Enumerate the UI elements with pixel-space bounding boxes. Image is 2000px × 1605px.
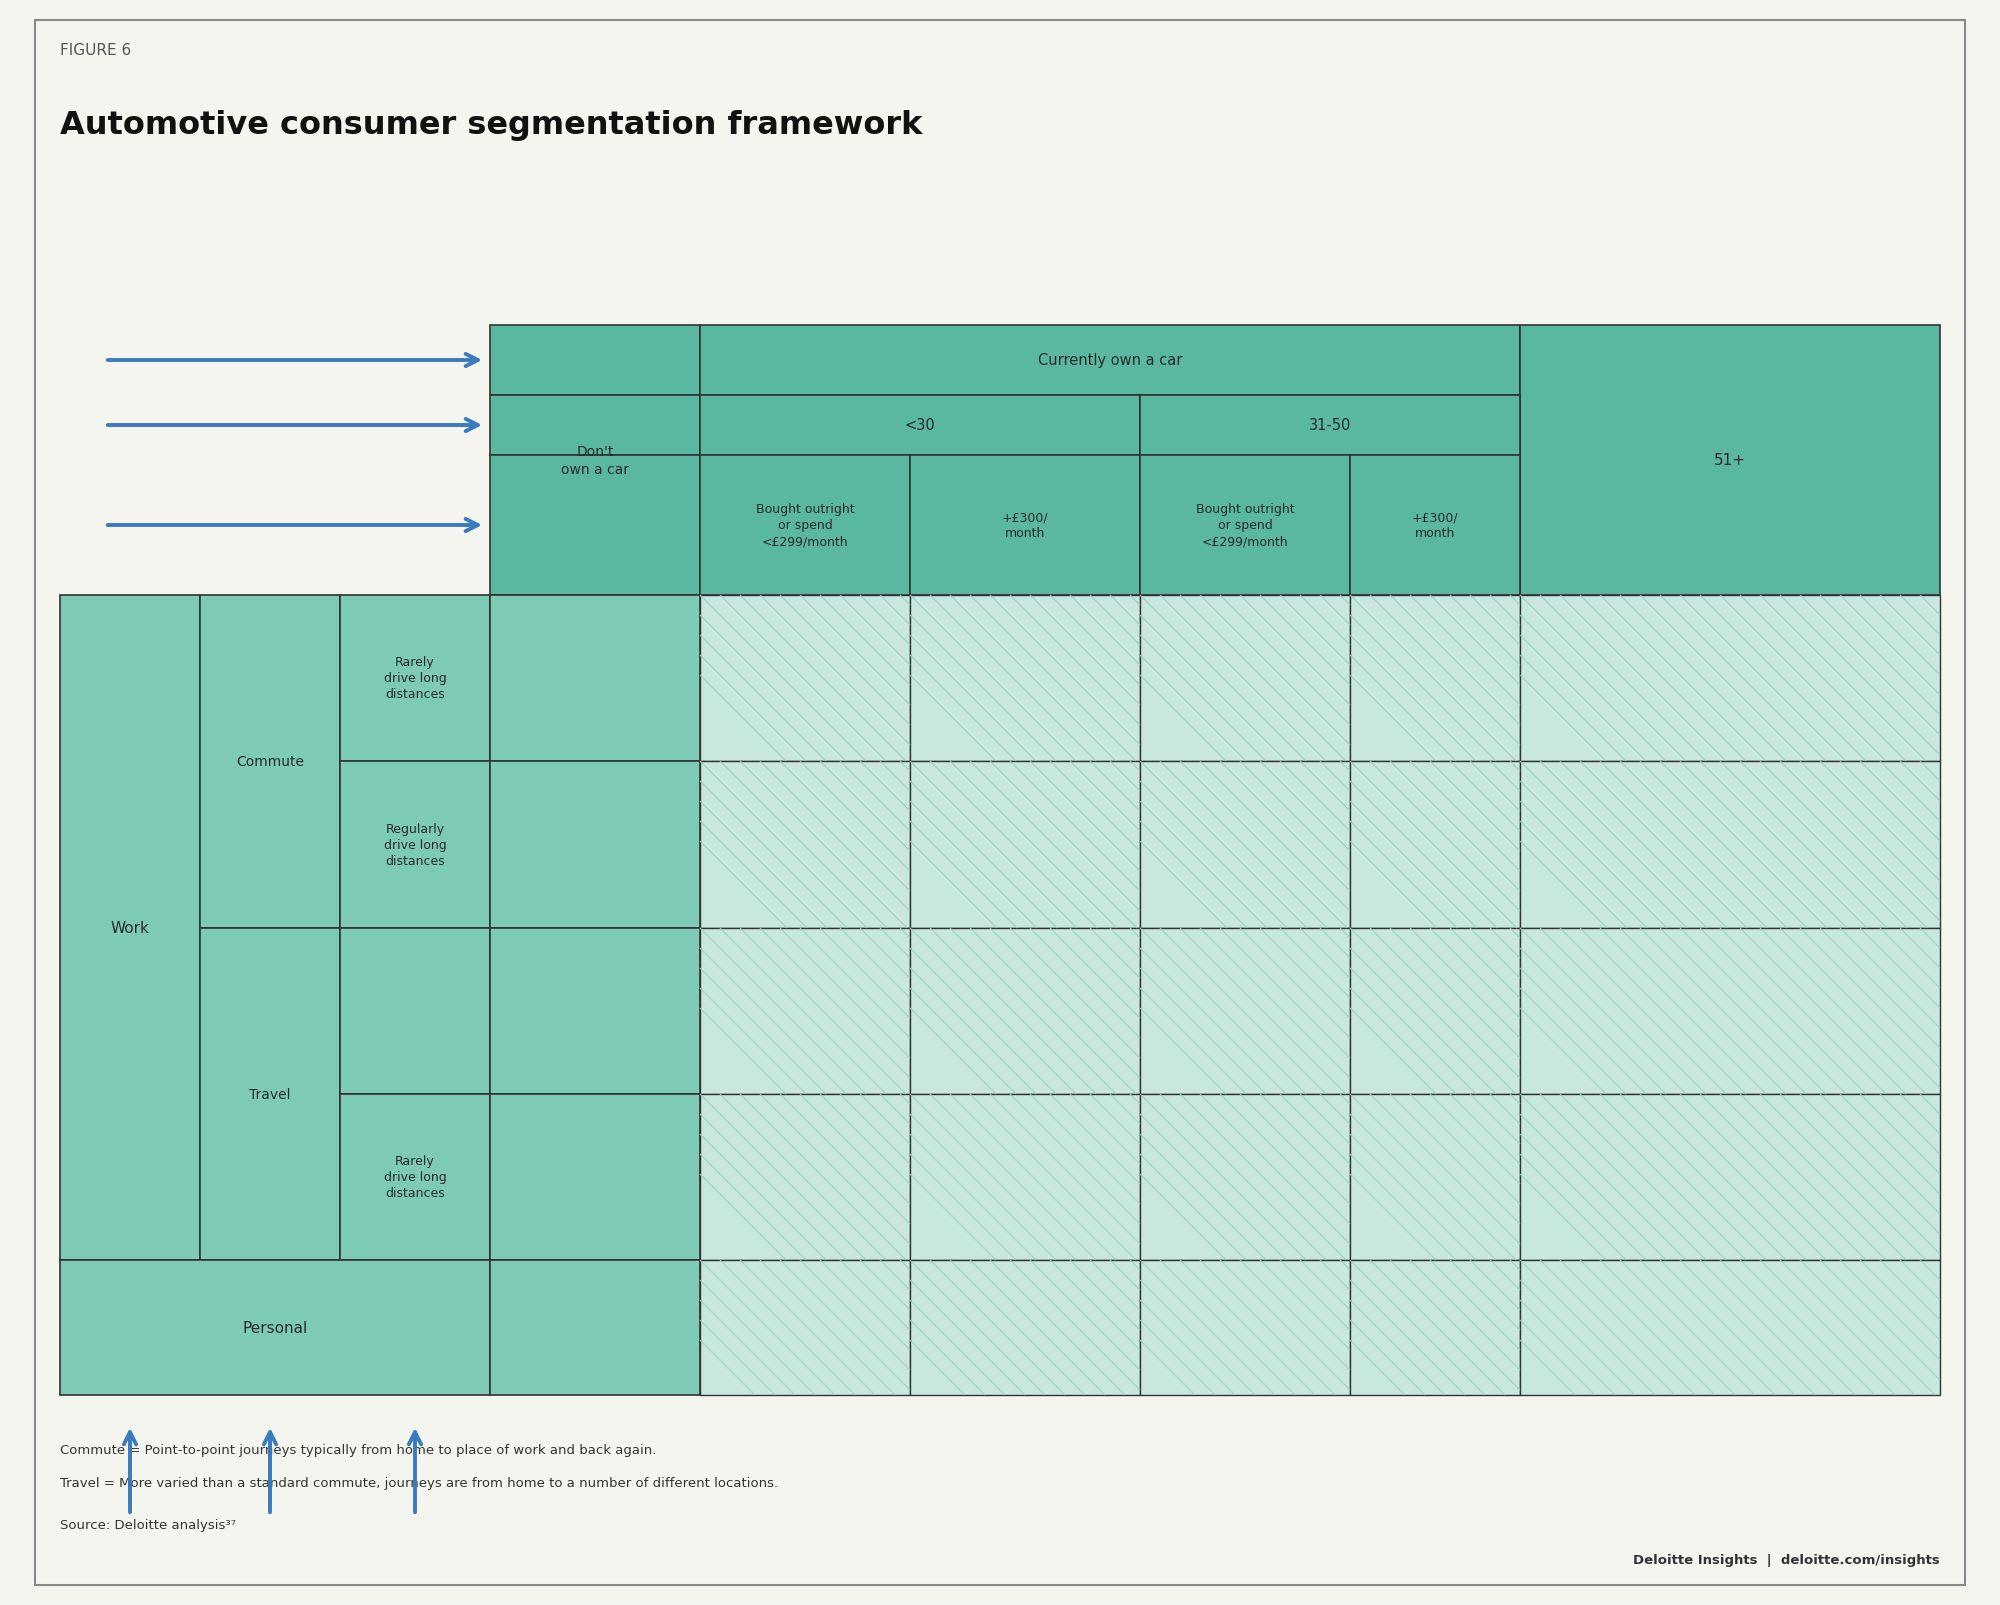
Text: 31-50: 31-50 xyxy=(1308,419,1352,433)
Bar xyxy=(1140,761,1350,928)
Bar xyxy=(1350,1260,1520,1395)
Bar xyxy=(490,1260,700,1395)
Bar xyxy=(700,595,910,761)
Text: Source: Deloitte analysis³⁷: Source: Deloitte analysis³⁷ xyxy=(60,1518,236,1531)
Bar xyxy=(910,595,1140,761)
Bar xyxy=(910,456,1140,595)
Bar xyxy=(200,595,340,928)
Bar xyxy=(60,595,200,1260)
Bar xyxy=(340,928,490,1095)
Bar xyxy=(1520,1095,1940,1260)
Bar xyxy=(340,761,490,928)
Text: Commute: Commute xyxy=(236,754,304,769)
Bar xyxy=(700,761,910,928)
Text: <30: <30 xyxy=(904,419,936,433)
Bar xyxy=(1520,761,1940,928)
Bar xyxy=(700,928,910,1095)
Bar xyxy=(1140,928,1350,1095)
Text: Don't
own a car: Don't own a car xyxy=(560,445,628,477)
Text: Commute = Point-to-point journeys typically from home to place of work and back : Commute = Point-to-point journeys typica… xyxy=(60,1443,656,1457)
Bar xyxy=(700,456,910,595)
Text: Automotive consumer segmentation framework: Automotive consumer segmentation framewo… xyxy=(60,111,922,141)
Bar xyxy=(490,1095,700,1260)
Bar xyxy=(490,456,700,595)
Bar xyxy=(1350,456,1520,595)
Bar xyxy=(700,1260,910,1395)
Bar xyxy=(1520,326,1940,595)
Text: +£300/
month: +£300/ month xyxy=(1412,510,1458,541)
Bar xyxy=(910,761,1140,928)
Bar xyxy=(1350,595,1520,761)
Bar xyxy=(910,928,1140,1095)
Bar xyxy=(60,1260,490,1395)
Text: Bought outright
or spend
<£299/month: Bought outright or spend <£299/month xyxy=(1196,504,1294,549)
Bar xyxy=(1520,595,1940,761)
Bar xyxy=(700,326,1520,396)
Bar xyxy=(490,928,700,1095)
Bar xyxy=(340,1095,490,1260)
Bar xyxy=(1140,595,1350,761)
Text: Personal: Personal xyxy=(242,1321,308,1335)
Text: Rarely
drive long
distances: Rarely drive long distances xyxy=(384,656,446,701)
Bar xyxy=(1350,928,1520,1095)
Bar xyxy=(1350,761,1520,928)
Bar xyxy=(1140,1095,1350,1260)
Text: Deloitte Insights  |  deloitte.com/insights: Deloitte Insights | deloitte.com/insight… xyxy=(1634,1554,1940,1566)
Text: Travel: Travel xyxy=(250,1087,290,1101)
Bar xyxy=(700,396,1140,456)
Bar xyxy=(700,1095,910,1260)
Text: Currently own a car: Currently own a car xyxy=(1038,353,1182,368)
Text: +£300/
month: +£300/ month xyxy=(1002,510,1048,541)
Text: FIGURE 6: FIGURE 6 xyxy=(60,43,132,58)
Bar xyxy=(1520,928,1940,1095)
Text: Travel = More varied than a standard commute, journeys are from home to a number: Travel = More varied than a standard com… xyxy=(60,1477,778,1489)
Bar xyxy=(490,761,700,928)
Bar xyxy=(1140,1260,1350,1395)
Bar xyxy=(1140,396,1520,456)
Bar xyxy=(910,1260,1140,1395)
Bar xyxy=(200,928,340,1260)
Bar xyxy=(910,1095,1140,1260)
Bar xyxy=(490,396,700,456)
Text: Work: Work xyxy=(110,920,150,936)
Text: 51+: 51+ xyxy=(1714,453,1746,469)
Bar xyxy=(490,595,700,761)
Text: Bought outright
or spend
<£299/month: Bought outright or spend <£299/month xyxy=(756,504,854,549)
Bar xyxy=(340,595,490,761)
Bar xyxy=(1520,1260,1940,1395)
Text: Rarely
drive long
distances: Rarely drive long distances xyxy=(384,1154,446,1201)
Bar xyxy=(490,326,700,396)
Text: Regularly
drive long
distances: Regularly drive long distances xyxy=(384,822,446,867)
Bar xyxy=(1140,456,1350,595)
Bar xyxy=(1350,1095,1520,1260)
